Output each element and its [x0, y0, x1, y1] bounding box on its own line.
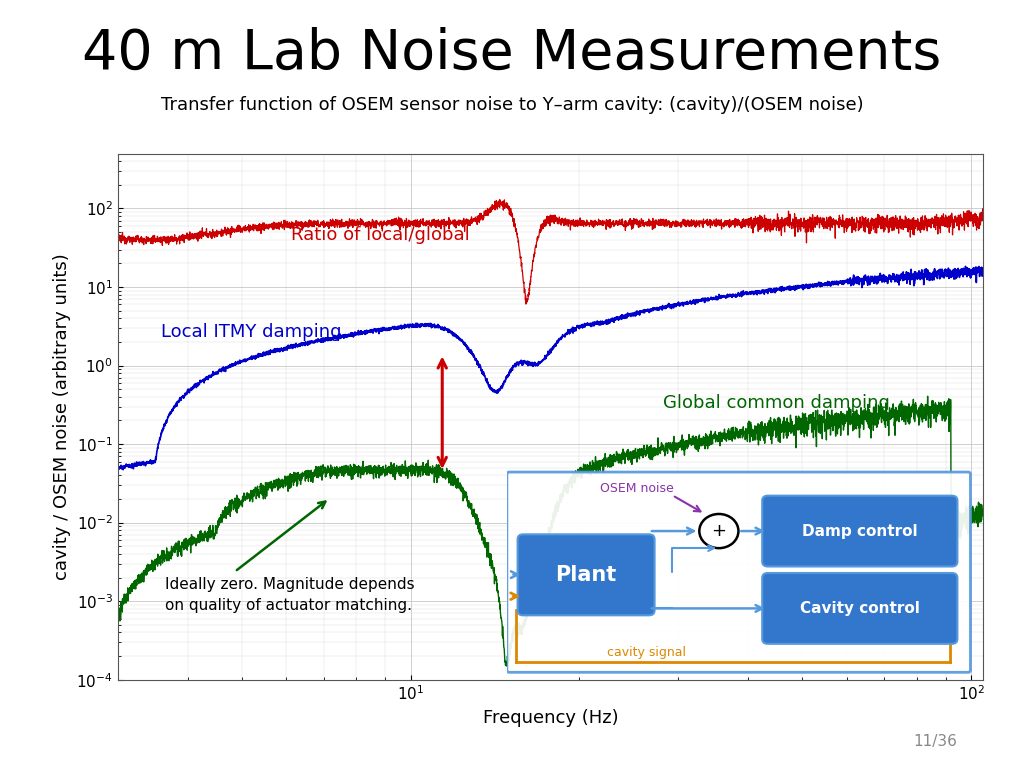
FancyBboxPatch shape [762, 573, 957, 644]
Text: Plant: Plant [555, 564, 616, 584]
Circle shape [699, 514, 738, 548]
Text: 11/36: 11/36 [913, 733, 957, 749]
Text: +: + [712, 522, 726, 540]
FancyBboxPatch shape [517, 535, 654, 615]
Text: Cavity control: Cavity control [800, 601, 920, 616]
Text: Damp control: Damp control [802, 524, 918, 538]
Text: Ideally zero. Magnitude depends
on quality of actuator matching.: Ideally zero. Magnitude depends on quali… [165, 577, 415, 613]
Text: 40 m Lab Noise Measurements: 40 m Lab Noise Measurements [82, 27, 942, 81]
Y-axis label: cavity / OSEM noise (arbitrary units): cavity / OSEM noise (arbitrary units) [52, 253, 71, 580]
Text: Transfer function of OSEM sensor noise to Y–arm cavity: (cavity)/(OSEM noise): Transfer function of OSEM sensor noise t… [161, 96, 863, 114]
Text: cavity signal: cavity signal [607, 646, 686, 659]
X-axis label: Frequency (Hz): Frequency (Hz) [482, 709, 618, 727]
Text: Local ITMY damping: Local ITMY damping [161, 323, 342, 342]
Text: Global common damping: Global common damping [663, 395, 890, 412]
Text: Ratio of local/global: Ratio of local/global [291, 226, 470, 244]
FancyBboxPatch shape [507, 472, 971, 672]
Text: OSEM noise: OSEM noise [600, 482, 674, 495]
FancyBboxPatch shape [762, 495, 957, 567]
